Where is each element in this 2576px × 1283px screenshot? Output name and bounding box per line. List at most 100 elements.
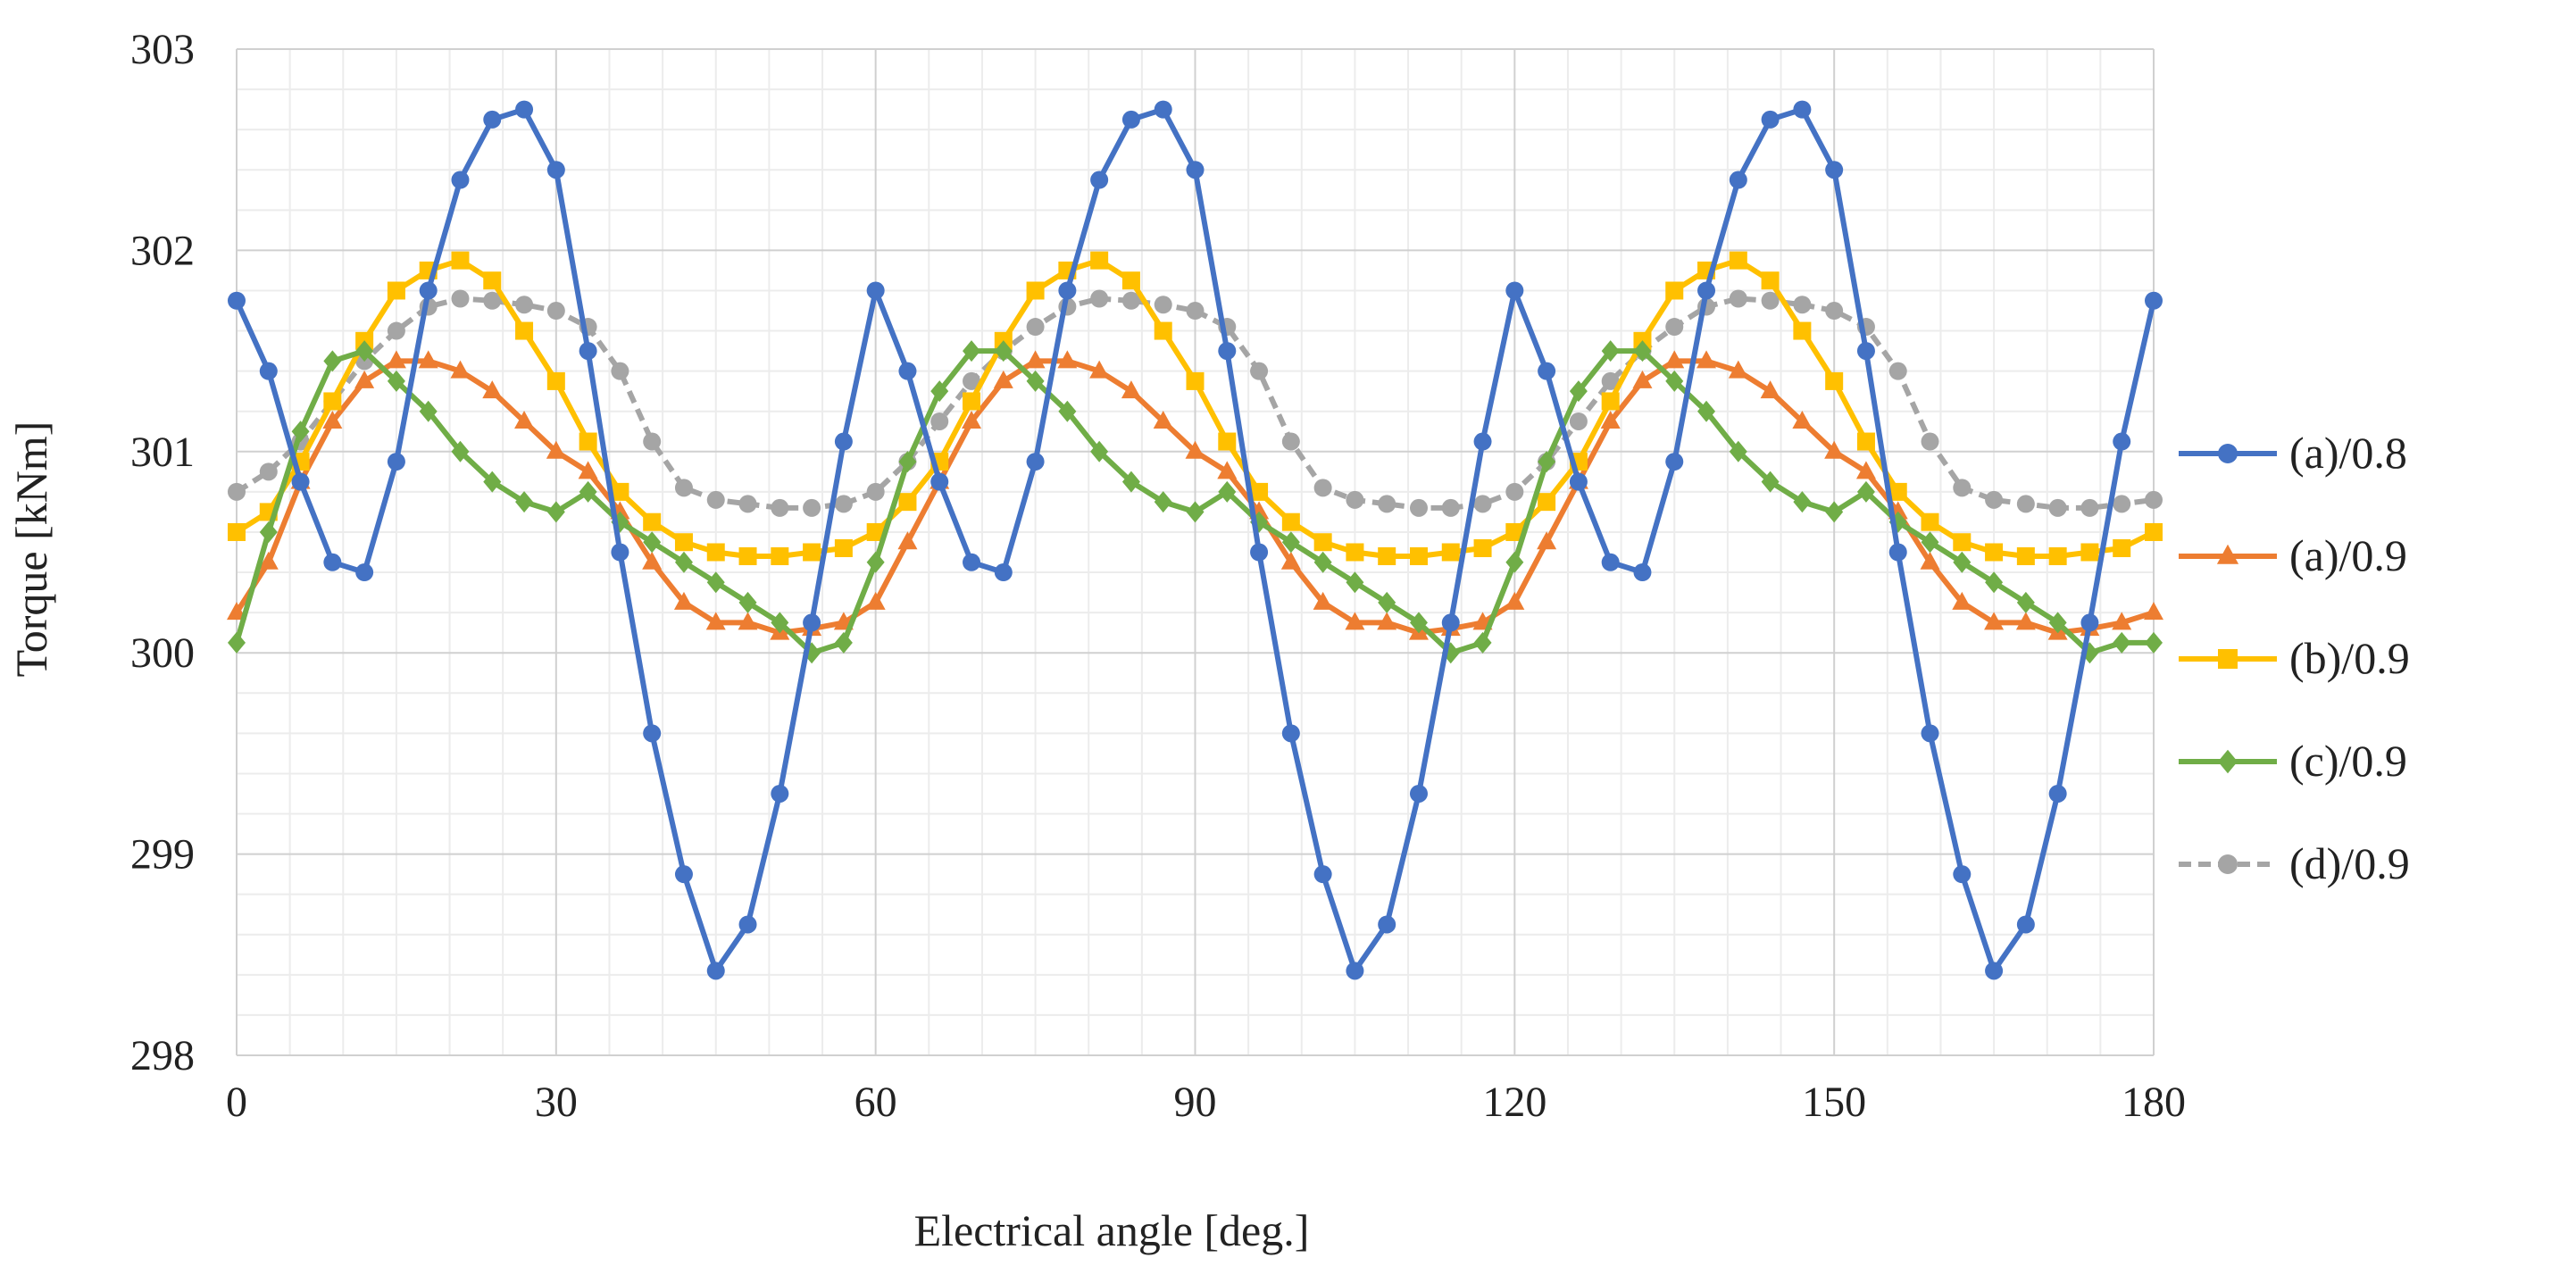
- data-point: [2113, 432, 2131, 451]
- data-point: [866, 522, 885, 541]
- data-point: [1888, 543, 1907, 562]
- data-point: [1921, 531, 1939, 554]
- data-point: [1377, 612, 1397, 630]
- data-point: [1760, 380, 1780, 399]
- y-tick-label: 299: [130, 831, 195, 879]
- data-point: [1153, 410, 1173, 429]
- series-3: [228, 340, 2163, 664]
- data-point: [1985, 490, 2004, 509]
- data-point: [738, 915, 757, 934]
- data-point: [1633, 340, 1652, 362]
- data-point: [1121, 291, 1140, 310]
- data-point: [1697, 281, 1716, 300]
- data-point: [1825, 161, 1844, 179]
- y-tick-labels: 298 299 300 301 302 303: [130, 26, 195, 1079]
- data-point: [1346, 571, 1364, 594]
- data-point: [1218, 342, 1237, 361]
- data-point: [1538, 451, 1556, 473]
- data-point: [579, 342, 597, 361]
- data-point: [771, 612, 789, 634]
- data-point: [515, 296, 534, 314]
- data-point: [2016, 495, 2035, 513]
- series-2: [228, 251, 2163, 566]
- data-point: [1793, 296, 1812, 314]
- data-point: [1186, 161, 1205, 179]
- data-point: [834, 538, 853, 557]
- data-point: [1888, 482, 1907, 501]
- series-1: [227, 350, 2163, 640]
- data-point: [451, 251, 470, 270]
- data-point: [1792, 410, 1813, 429]
- data-point: [1856, 480, 1875, 503]
- data-point: [803, 613, 821, 632]
- data-point: [1409, 612, 1428, 634]
- data-point: [1856, 342, 1875, 361]
- data-point: [1026, 281, 1045, 300]
- data-point: [483, 291, 502, 310]
- data-point: [674, 479, 693, 497]
- data-point: [1250, 482, 1269, 501]
- data-point: [898, 362, 917, 380]
- data-point: [1538, 493, 1556, 512]
- data-point: [387, 370, 405, 392]
- data-point: [1378, 547, 1396, 566]
- data-point: [1921, 512, 1939, 531]
- data-point: [323, 392, 342, 411]
- y-tick-label: 298: [130, 1032, 195, 1079]
- data-point: [1985, 543, 2004, 562]
- data-point: [1761, 291, 1780, 310]
- data-point: [1378, 591, 1396, 613]
- data-point: [579, 480, 597, 503]
- data-point: [1729, 171, 1747, 189]
- data-point: [1090, 251, 1109, 270]
- data-point: [673, 591, 694, 610]
- data-point: [1984, 612, 2005, 630]
- data-point: [1026, 318, 1045, 337]
- data-point: [1632, 370, 1653, 388]
- data-point: [1281, 512, 1300, 531]
- data-point: [2112, 612, 2132, 630]
- x-tick-label: 90: [1174, 1079, 1217, 1126]
- data-point: [674, 865, 693, 884]
- data-point: [611, 482, 629, 501]
- data-point: [1825, 501, 1844, 523]
- data-point: [771, 547, 789, 566]
- data-point: [1600, 410, 1621, 429]
- data-point: [515, 491, 534, 513]
- data-point: [1186, 371, 1205, 390]
- data-point: [1505, 482, 1524, 501]
- data-point: [515, 321, 534, 340]
- data-point: [259, 521, 278, 543]
- data-point: [1089, 360, 1110, 379]
- data-point: [1665, 281, 1684, 300]
- data-point: [1473, 432, 1492, 451]
- data-point: [1985, 571, 2004, 594]
- legend-label: (c)/0.9: [2289, 736, 2407, 786]
- data-point: [771, 498, 789, 517]
- data-point: [228, 631, 246, 654]
- data-point: [1953, 479, 1972, 497]
- data-point: [323, 553, 342, 571]
- data-point: [514, 410, 535, 429]
- data-point: [1665, 370, 1684, 392]
- data-point: [1888, 362, 1907, 380]
- data-point: [2145, 631, 2163, 654]
- x-tick-label: 0: [226, 1079, 247, 1126]
- x-tick-labels: 0 30 60 90 120 150 180: [226, 1079, 2186, 1126]
- data-point: [706, 571, 725, 594]
- data-point: [1313, 865, 1332, 884]
- data-point: [1793, 100, 1812, 119]
- legend-marker: [2218, 444, 2238, 463]
- y-axis-title: Torque [kNm]: [6, 421, 56, 678]
- x-axis-title: Electrical angle [deg.]: [914, 1205, 1310, 1255]
- data-point: [355, 563, 374, 582]
- data-point: [354, 370, 375, 388]
- data-point: [1409, 547, 1428, 566]
- data-point: [994, 563, 1013, 582]
- legend-item: (d)/0.9: [2179, 838, 2410, 888]
- legend-item: (c)/0.9: [2179, 736, 2407, 786]
- data-point: [387, 453, 405, 471]
- y-tick-label: 300: [130, 629, 195, 677]
- data-point: [483, 271, 502, 290]
